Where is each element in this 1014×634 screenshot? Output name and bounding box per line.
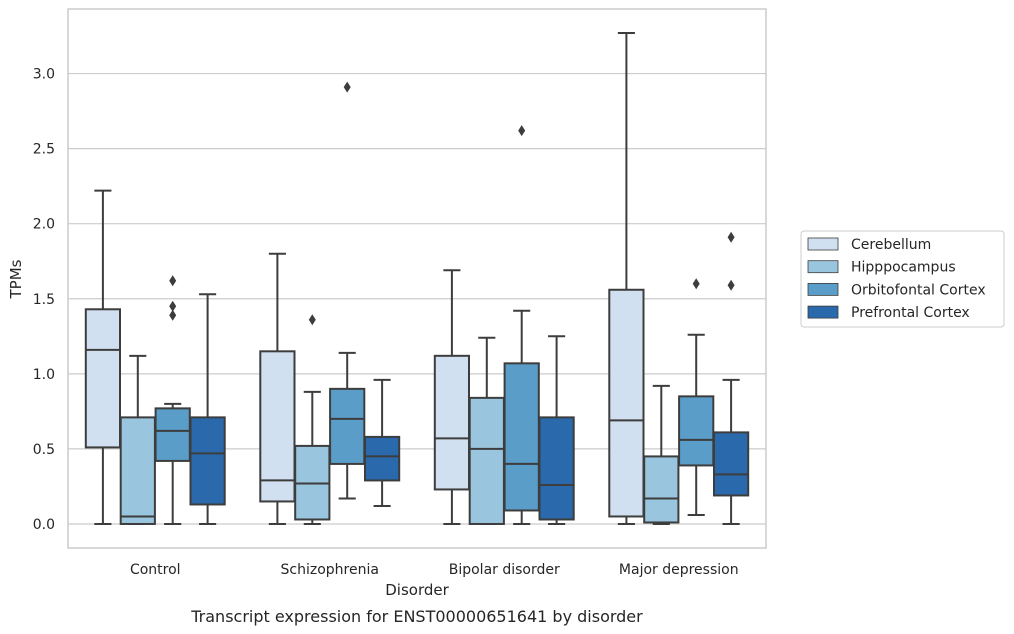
y-tick-label: 0.0 xyxy=(33,517,55,533)
x-tick-label: Schizophrenia xyxy=(281,562,379,578)
box xyxy=(643,455,680,524)
x-axis-label: Disorder xyxy=(385,581,449,599)
outlier-point xyxy=(169,309,177,321)
box-group xyxy=(189,293,226,525)
box-group xyxy=(712,231,750,525)
x-axis-ticks: Control Schizophrenia Bipolar disorder Majo… xyxy=(130,562,739,578)
legend-label: Prefrontal Cortex xyxy=(851,305,970,321)
box xyxy=(608,288,645,518)
box-group xyxy=(259,252,296,525)
box xyxy=(259,350,296,503)
box xyxy=(433,354,471,491)
box-group xyxy=(538,335,575,525)
legend: Cerebellum Hipppocampus Orbitofontal Corte… xyxy=(800,230,1005,328)
box-plot-series xyxy=(84,32,750,525)
box xyxy=(468,396,505,525)
box xyxy=(712,431,750,497)
box xyxy=(189,416,226,506)
box-group xyxy=(84,189,122,525)
box xyxy=(329,387,366,465)
y-tick-label: 1.5 xyxy=(33,292,55,308)
outlier-point xyxy=(343,81,351,93)
legend-frame xyxy=(800,230,1005,328)
legend-swatch xyxy=(807,282,839,296)
box xyxy=(538,416,575,521)
box xyxy=(84,308,122,449)
box-group xyxy=(119,354,156,525)
box-group xyxy=(678,278,715,516)
box xyxy=(154,407,191,462)
legend-swatch xyxy=(807,237,839,251)
box-group xyxy=(468,336,505,525)
box-group xyxy=(643,384,680,525)
box-group xyxy=(154,275,191,525)
outlier-point xyxy=(727,231,735,243)
x-tick-label: Bipolar disorder xyxy=(449,562,560,578)
legend-swatch xyxy=(807,260,839,274)
box xyxy=(119,416,156,525)
y-axis-label: TPMs xyxy=(7,259,25,299)
plot-frame xyxy=(67,8,767,549)
box-group xyxy=(433,269,471,525)
outlier-point xyxy=(692,278,700,290)
outlier-point xyxy=(727,279,735,291)
figure-caption: Transcript expression for ENST0000065164… xyxy=(190,607,643,626)
legend-label: Cerebellum xyxy=(851,237,931,253)
y-tick-label: 2.0 xyxy=(33,217,55,233)
y-tick-label: 2.5 xyxy=(33,142,55,158)
outlier-point xyxy=(518,125,526,137)
y-tick-label: 3.0 xyxy=(33,67,55,83)
y-tick-label: 0.5 xyxy=(33,442,55,458)
x-tick-label: Control xyxy=(130,562,181,578)
x-tick-label: Major depression xyxy=(619,562,739,578)
box-group xyxy=(329,81,366,500)
box-group xyxy=(363,378,401,507)
box xyxy=(678,395,715,467)
legend-swatch xyxy=(807,305,839,319)
outlier-point xyxy=(169,275,177,287)
box xyxy=(363,435,401,482)
legend-label: Orbitofontal Cortex xyxy=(851,282,986,298)
box-group xyxy=(294,314,331,525)
outlier-point xyxy=(169,300,177,312)
box-group xyxy=(503,125,540,525)
box-group xyxy=(608,32,645,525)
y-tick-label: 1.0 xyxy=(33,367,55,383)
legend-label: Hipppocampus xyxy=(851,260,956,276)
outlier-point xyxy=(308,314,316,326)
box xyxy=(503,362,540,512)
y-axis-ticks: 0.0 0.5 1.0 1.5 2.0 2.5 3.0 xyxy=(33,67,55,533)
